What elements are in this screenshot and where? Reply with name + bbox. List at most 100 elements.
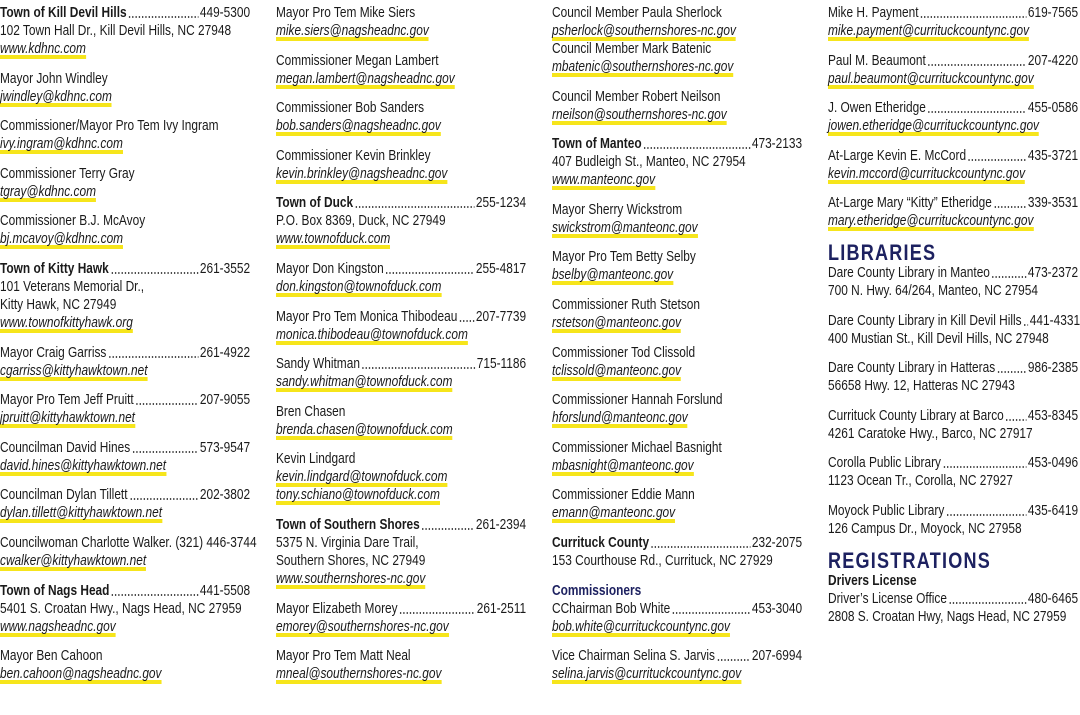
email-link[interactable]: selina.jarvis@currituckcountync.gov bbox=[552, 665, 742, 685]
name-text: Commissioner Megan Lambert bbox=[276, 52, 439, 69]
dot-leader bbox=[650, 545, 751, 548]
name-text: Mayor Ben Cahoon bbox=[0, 648, 103, 665]
text-text: 4261 Caratoke Hwy., Barco, NC 27917 bbox=[828, 425, 1033, 442]
link-line: kevin.brinkley@nagsheadnc.gov bbox=[276, 164, 526, 184]
name-line: Driver’s License Office 480-6465 bbox=[828, 590, 1078, 608]
name-text: Commissioner Bob Sanders bbox=[276, 100, 425, 117]
text-line: 56658 Hwy. 12, Hatteras NC 27943 bbox=[828, 377, 1078, 395]
name-text: Corolla Public Library bbox=[828, 455, 942, 472]
listing: Corolla Public Library 453-0496 1123 Ocean… bbox=[828, 454, 1078, 490]
sub-line: Commissioners bbox=[552, 582, 802, 600]
listing: Dare County Library in Kill Devil Hills 4… bbox=[828, 312, 1080, 348]
email-link[interactable]: tony.schiano@townofduck.com bbox=[276, 486, 440, 506]
email-link[interactable]: swickstrom@manteonc.gov bbox=[552, 218, 698, 238]
heading-text: LIBRARIES bbox=[828, 239, 937, 265]
town-text: Town of Duck bbox=[276, 195, 354, 212]
text-line: 4261 Caratoke Hwy., Barco, NC 27917 bbox=[828, 425, 1078, 443]
dot-leader bbox=[643, 147, 751, 150]
email-link[interactable]: mike.payment@currituckcountync.gov bbox=[828, 22, 1030, 41]
name-line: Mayor Pro Tem Jeff Pruitt 207-9055 bbox=[0, 391, 250, 409]
email-link[interactable]: kevin.brinkley@nagsheadnc.gov bbox=[276, 164, 448, 184]
text-line: 5401 S. Croatan Hwy., Nags Head, NC 2795… bbox=[0, 600, 250, 618]
town-text: Town of Kitty Hawk bbox=[0, 260, 109, 277]
email-link[interactable]: www.kdhnc.com bbox=[0, 40, 86, 59]
email-link[interactable]: psherlock@southernshores-nc.gov bbox=[552, 22, 736, 41]
link-line: swickstrom@manteonc.gov bbox=[552, 218, 802, 238]
email-link[interactable]: emann@manteonc.gov bbox=[552, 504, 676, 524]
email-link[interactable]: cwalker@kittyhawktown.net bbox=[0, 551, 147, 571]
link-line: jwindley@kdhnc.com bbox=[0, 87, 250, 107]
email-link[interactable]: kevin.lindgard@townofduck.com bbox=[276, 468, 448, 488]
email-link[interactable]: brenda.chasen@townofduck.com bbox=[276, 420, 453, 440]
listing: J. Owen Etheridge 455-0586 jowen.etheridge… bbox=[828, 99, 1078, 137]
name-text: CChairman Bob White bbox=[552, 600, 671, 617]
name-text: Mayor Pro Tem Monica Thibodeau bbox=[276, 308, 458, 325]
link-line: emorey@southernshores-nc.gov bbox=[276, 617, 526, 637]
listing: Town of Nags Head 441-5508 5401 S. Croatan… bbox=[0, 582, 250, 637]
email-link[interactable]: ivy.ingram@kdhnc.com bbox=[0, 135, 123, 155]
email-link[interactable]: monica.thibodeau@townofduck.com bbox=[276, 325, 468, 345]
name-line: Dare County Library in Hatteras 986-2385 bbox=[828, 359, 1078, 377]
name-text: Councilman David Hines bbox=[0, 439, 131, 456]
link-line: kevin.mccord@currituckcountync.gov bbox=[828, 164, 1078, 184]
listing: REGISTRATIONS Drivers License Driver’s Lic… bbox=[828, 549, 1078, 626]
name-line: Commissioner Kevin Brinkley bbox=[276, 147, 526, 165]
email-link[interactable]: ben.cahoon@nagsheadnc.gov bbox=[0, 665, 162, 685]
listing: Town of Duck 255-1234 P.O. Box 8369, Duck,… bbox=[276, 194, 526, 250]
email-link[interactable]: emorey@southernshores-nc.gov bbox=[276, 617, 449, 637]
email-link[interactable]: mbatenic@southernshores-nc.gov bbox=[552, 58, 734, 77]
text-text: 101 Veterans Memorial Dr., bbox=[0, 278, 145, 295]
email-link[interactable]: dylan.tillett@kittyhawktown.net bbox=[0, 504, 163, 524]
listing: Town of Southern Shores 261-2394 5375 N. V… bbox=[276, 516, 526, 589]
listing: Dare County Library in Hatteras 986-2385 5… bbox=[828, 359, 1078, 395]
text-line: 102 Town Hall Dr., Kill Devil Hills, NC … bbox=[0, 22, 250, 40]
email-link[interactable]: mary.etheridge@currituckcountync.gov bbox=[828, 212, 1034, 232]
email-link[interactable]: www.southernshores-nc.gov bbox=[276, 569, 426, 589]
name-line: Mayor Don Kingston 255-4817 bbox=[276, 260, 526, 278]
listing: Council Member Paula Sherlock psherlock@s… bbox=[552, 4, 802, 77]
email-link[interactable]: mike.siers@nagsheadnc.gov bbox=[276, 22, 429, 41]
link-line: rneilson@southernshores-nc.gov bbox=[552, 105, 802, 125]
email-link[interactable]: mbasnight@manteonc.gov bbox=[552, 456, 694, 476]
email-link[interactable]: david.hines@kittyhawktown.net bbox=[0, 456, 167, 476]
email-link[interactable]: tclissold@manteonc.gov bbox=[552, 361, 682, 381]
dot-leader bbox=[385, 271, 475, 274]
email-link[interactable]: www.townofkittyhawk.org bbox=[0, 313, 133, 333]
email-link[interactable]: www.manteonc.gov bbox=[552, 171, 656, 191]
phone-number: 202-3802 bbox=[199, 487, 251, 504]
town-line: Town of Kill Devil Hills 449-5300 bbox=[0, 4, 250, 22]
email-link[interactable]: tgray@kdhnc.com bbox=[0, 182, 97, 202]
email-link[interactable]: cgarriss@kittyhawktown.net bbox=[0, 361, 148, 381]
email-link[interactable]: sandy.whitman@townofduck.com bbox=[276, 373, 453, 393]
email-link[interactable]: www.townofduck.com bbox=[276, 230, 391, 250]
email-link[interactable]: rneilson@southernshores-nc.gov bbox=[552, 105, 727, 125]
email-link[interactable]: kevin.mccord@currituckcountync.gov bbox=[828, 164, 1026, 184]
dot-leader bbox=[421, 527, 475, 530]
text-line: Southern Shores, NC 27949 bbox=[276, 552, 526, 570]
name-line: Commissioner Ruth Stetson bbox=[552, 296, 802, 314]
email-link[interactable]: mneal@southernshores-nc.gov bbox=[276, 665, 442, 685]
name-text: Council Member Robert Neilson bbox=[552, 88, 721, 105]
town-text: Town of Nags Head bbox=[0, 582, 110, 599]
email-link[interactable]: bob.sanders@nagsheadnc.gov bbox=[276, 117, 441, 137]
email-link[interactable]: don.kingston@townofduck.com bbox=[276, 277, 442, 297]
link-line: mneal@southernshores-nc.gov bbox=[276, 665, 526, 685]
email-link[interactable]: paul.beaumont@currituckcountync.gov bbox=[828, 69, 1034, 89]
email-link[interactable]: hforslund@manteonc.gov bbox=[552, 409, 688, 429]
text-text: P.O. Box 8369, Duck, NC 27949 bbox=[276, 213, 446, 230]
name-line: Commissioner Tod Clissold bbox=[552, 344, 802, 362]
listing: Commissioner B.J. McAvoy bj.mcavoy@kdhnc.… bbox=[0, 212, 250, 250]
email-link[interactable]: jowen.etheridge@currituckcountync.gov bbox=[828, 117, 1040, 137]
email-link[interactable]: bj.mcavoy@kdhnc.com bbox=[0, 230, 124, 250]
email-link[interactable]: www.nagsheadnc.gov bbox=[0, 617, 116, 637]
name-line: Commissioner Megan Lambert bbox=[276, 52, 526, 70]
dot-leader bbox=[458, 319, 475, 322]
email-link[interactable]: rstetson@manteonc.gov bbox=[552, 313, 682, 333]
dot-leader bbox=[671, 611, 751, 614]
email-link[interactable]: jwindley@kdhnc.com bbox=[0, 87, 112, 107]
listing: At-Large Kevin E. McCord 435-3721 kevin.mc… bbox=[828, 147, 1078, 184]
email-link[interactable]: megan.lambert@nagsheadnc.gov bbox=[276, 69, 455, 89]
email-link[interactable]: jpruitt@kittyhawktown.net bbox=[0, 409, 135, 429]
email-link[interactable]: bselby@manteonc.gov bbox=[552, 266, 674, 286]
email-link[interactable]: bob.white@currituckcountync.gov bbox=[552, 617, 730, 637]
